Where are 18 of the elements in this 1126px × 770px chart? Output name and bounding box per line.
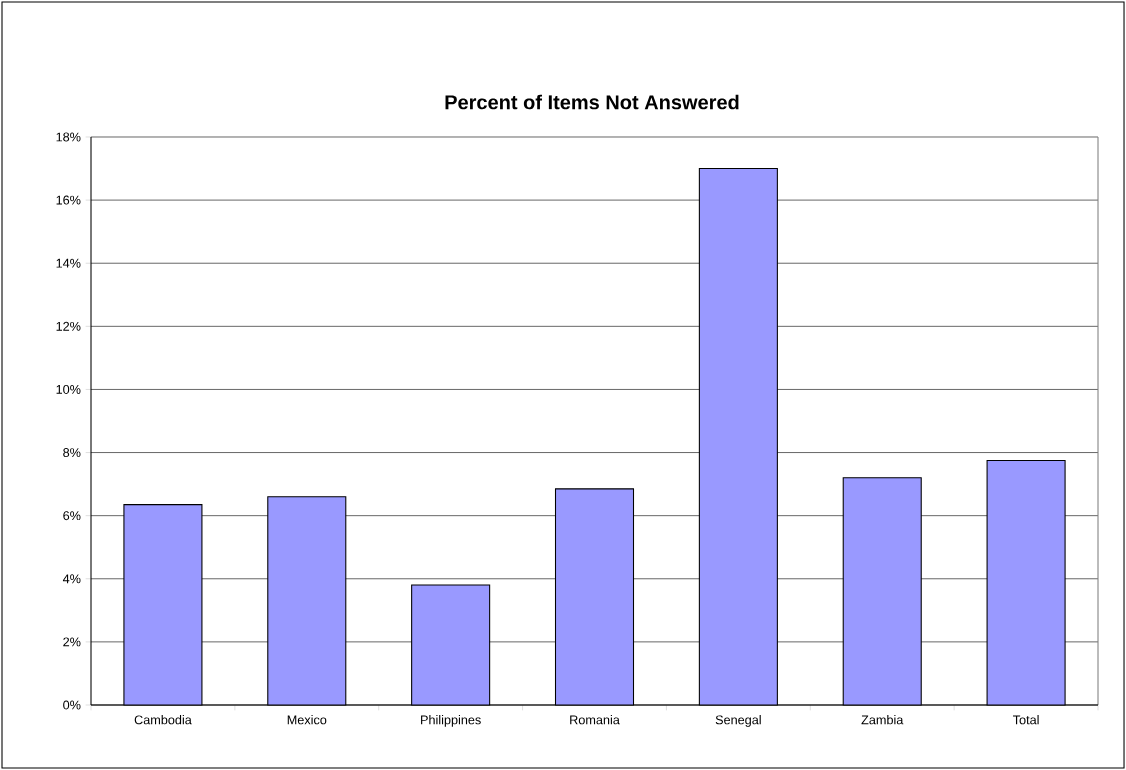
chart-title: Percent of Items Not Answered	[445, 94, 739, 110]
y-tick-label: 8%	[63, 448, 81, 458]
y-tick-label: 2%	[63, 637, 81, 647]
y-tick-label: 14%	[56, 258, 81, 268]
y-tick-label: 18%	[56, 132, 81, 142]
y-tick-label: 10%	[56, 384, 81, 394]
x-tick-label: Total	[1013, 715, 1039, 725]
y-tick-label: 4%	[62, 574, 81, 584]
x-tick-label: Senegal	[715, 715, 761, 727]
x-tick-label: Cambodia	[134, 715, 192, 725]
x-tick-label: Romania	[570, 715, 620, 725]
y-tick-label: 12%	[56, 321, 81, 331]
x-tick-label: Philippines	[421, 715, 481, 727]
y-tick-label: 6%	[63, 511, 81, 521]
y-tick-label: 0%	[63, 700, 81, 710]
x-tick-label: Mexico	[287, 715, 327, 725]
y-tick-label: 16%	[56, 195, 81, 205]
x-tick-label: Zambia	[861, 715, 904, 725]
